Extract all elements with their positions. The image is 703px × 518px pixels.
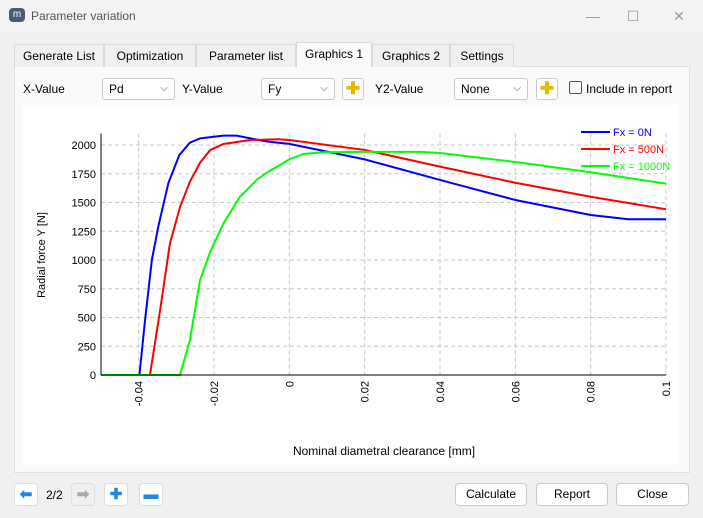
x-tick-label: -0.02 xyxy=(209,381,221,406)
chevron-down-icon: ⌵ xyxy=(320,83,328,94)
add-y-value-button[interactable]: ✚ xyxy=(342,78,364,100)
include-in-report-label: Include in report xyxy=(586,82,673,96)
y-value-selected: Fy xyxy=(268,82,282,96)
maximize-button[interactable]: ☐ xyxy=(626,8,640,24)
y-tick-label: 1500 xyxy=(72,198,96,210)
x-tick-label: 0.02 xyxy=(360,381,372,402)
next-button[interactable]: ➡ xyxy=(71,483,95,506)
title-bar: m Parameter variation — ☐ ✕ xyxy=(0,0,703,32)
y-tick-label: 250 xyxy=(78,341,96,353)
x-value-selected: Pd xyxy=(109,82,124,96)
x-value-label: X-Value xyxy=(23,82,65,96)
calculate-button[interactable]: Calculate xyxy=(455,483,527,506)
x-tick-label: 0.06 xyxy=(510,381,522,402)
y-tick-label: 1750 xyxy=(72,169,96,181)
tab-settings[interactable]: Settings xyxy=(450,44,514,67)
y-axis-label: Radial force Y [N] xyxy=(36,212,48,298)
x-value-select[interactable]: Pd ⌵ xyxy=(102,78,175,100)
series-line-2 xyxy=(101,138,667,376)
previous-button[interactable]: ⬅ xyxy=(14,483,38,506)
x-tick-label: -0.04 xyxy=(134,381,146,406)
window-title: Parameter variation xyxy=(31,9,136,23)
tab-graphics-1[interactable]: Graphics 1 xyxy=(296,42,372,67)
chart: -0.04 -0.02 0 0.02 0.04 0.06 0.08 0.1 0 250 500 750… xyxy=(23,105,678,465)
x-tick-label: 0.04 xyxy=(435,381,447,402)
y2-value-selected: None xyxy=(461,82,490,96)
series-line-3 xyxy=(101,150,667,376)
minus-icon: ▬ xyxy=(143,486,159,503)
x-tick-label: 0.1 xyxy=(661,381,673,396)
tab-parameter-list[interactable]: Parameter list xyxy=(196,44,296,67)
add-y2-value-button[interactable]: ✚ xyxy=(536,78,558,100)
y2-value-select[interactable]: None ⌵ xyxy=(454,78,528,100)
y-value-label: Y-Value xyxy=(182,82,223,96)
tab-generate-list[interactable]: Generate List xyxy=(14,44,104,67)
arrow-right-icon: ➡ xyxy=(76,486,90,503)
report-button[interactable]: Report xyxy=(536,483,608,506)
tab-graphics-2[interactable]: Graphics 2 xyxy=(372,44,450,67)
y-tick-label: 500 xyxy=(78,313,96,325)
minimize-button[interactable]: — xyxy=(586,8,600,24)
legend-label: Fx = 0N xyxy=(613,127,652,139)
include-in-report-checkbox[interactable] xyxy=(569,81,582,94)
close-button[interactable]: Close xyxy=(616,483,689,506)
close-window-button[interactable]: ✕ xyxy=(673,8,685,24)
plus-icon: ✚ xyxy=(345,79,361,98)
page-indicator: 2/2 xyxy=(46,488,63,502)
x-tick-label: 0.08 xyxy=(586,381,598,402)
tab-optimization[interactable]: Optimization xyxy=(104,44,196,67)
chart-svg: -0.04 -0.02 0 0.02 0.04 0.06 0.08 0.1 0 250 500 750… xyxy=(36,127,673,458)
y-tick-label: 0 xyxy=(90,370,96,382)
remove-button[interactable]: ▬ xyxy=(139,483,163,506)
chevron-down-icon: ⌵ xyxy=(513,83,521,94)
y-tick-label: 750 xyxy=(78,284,96,296)
x-tick-label: 0 xyxy=(284,381,296,387)
arrow-left-icon: ⬅ xyxy=(19,486,33,503)
app-icon: m xyxy=(9,8,25,22)
legend-label: Fx = 500N xyxy=(613,144,664,156)
plus-icon: ✚ xyxy=(539,79,555,98)
y-value-select[interactable]: Fy ⌵ xyxy=(261,78,335,100)
legend-label: Fx = 1000N xyxy=(613,161,670,173)
y-tick-label: 1250 xyxy=(72,226,96,238)
plus-icon: ✚ xyxy=(109,486,123,503)
y-tick-label: 1000 xyxy=(72,255,96,267)
y2-value-label: Y2-Value xyxy=(375,82,424,96)
add-button[interactable]: ✚ xyxy=(104,483,128,506)
series-line-1 xyxy=(101,134,666,376)
chevron-down-icon: ⌵ xyxy=(160,83,168,94)
y-tick-label: 2000 xyxy=(72,140,96,152)
x-axis-label: Nominal diametral clearance [mm] xyxy=(293,444,475,458)
